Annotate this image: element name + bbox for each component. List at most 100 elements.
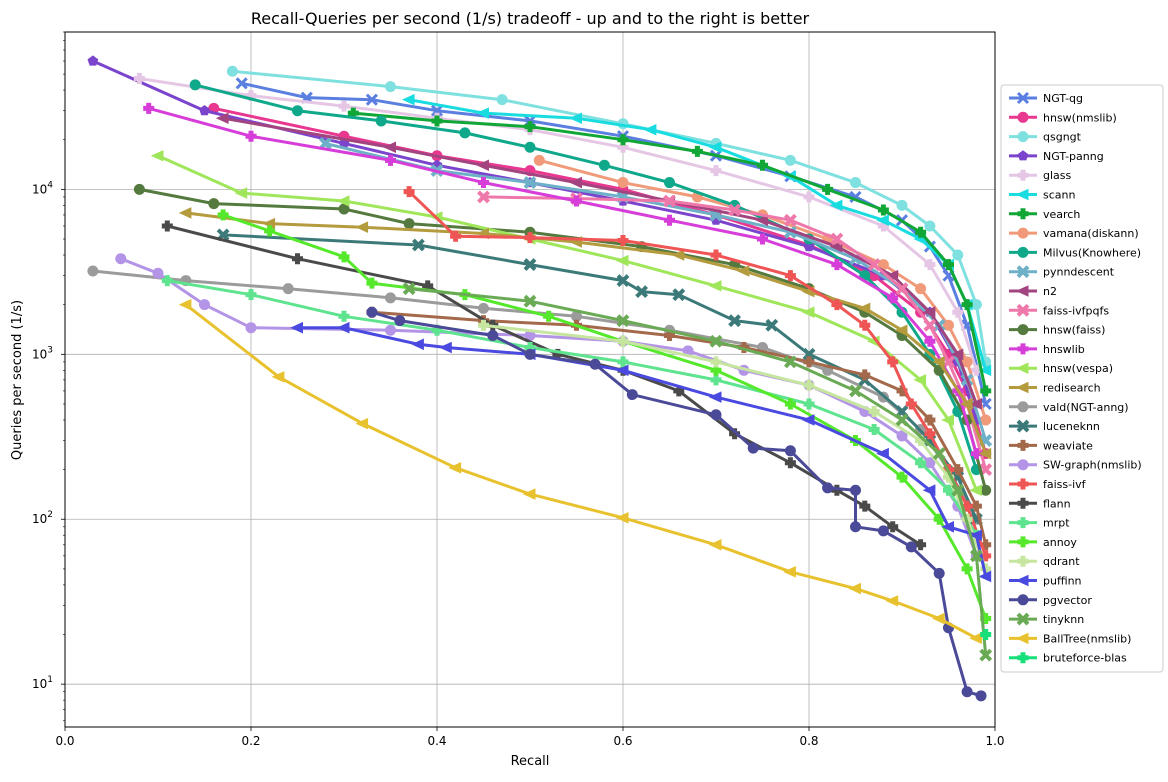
data-point [915,539,927,551]
legend-entry: annoy [1009,536,1077,549]
legend-label: BallTree(nmslib) [1043,632,1131,645]
legend-entry: redisearch [1009,382,1101,395]
series-balltree-nmslib- [178,298,982,644]
data-point [924,259,936,271]
x-axis-ticks: 0.0 0.2 0.4 0.6 0.8 1.0 [55,727,1005,748]
data-point [829,199,843,212]
data-point [524,141,536,153]
legend-entry: hnsw(vespa) [1009,362,1113,375]
series-qsgngt [226,65,992,368]
data-point [1015,574,1029,587]
data-point [803,379,815,391]
data-point [1017,536,1029,548]
series-tinyknn [402,282,993,662]
data-point [478,302,489,314]
data-point [87,265,99,277]
data-point [366,306,378,318]
data-point [922,484,936,496]
legend-label: mrpt [1043,517,1070,530]
data-point [1017,169,1029,181]
legend-label: Milvus(Knowhere) [1043,246,1141,259]
legend-entry: vald(NGT-anng) [1009,401,1129,414]
series-line [353,111,988,392]
x-tick-label: 0.6 [613,734,632,748]
legend-label: scann [1043,189,1075,202]
data-point [150,149,164,162]
data-point [876,447,889,460]
series-line [483,195,988,471]
data-point [969,632,982,644]
data-point [403,186,415,198]
data-point [411,238,425,252]
x-tick-label: 0.2 [241,734,260,748]
legend-entry: SW-graph(nmslib) [1009,459,1142,472]
legend-label: pynndescent [1043,266,1115,279]
data-point [617,335,629,347]
data-point [375,115,387,127]
data-point [1017,111,1029,123]
data-point [922,306,936,318]
data-point [895,413,909,427]
data-point [708,539,722,551]
data-point [290,321,303,334]
data-point [708,280,722,292]
data-point [783,355,797,369]
data-point [401,93,415,106]
y-tick-label: 103 [32,345,53,361]
legend-entry: weaviate [1009,439,1093,452]
series-line [371,310,982,698]
data-point [894,324,908,336]
data-point [1017,150,1029,161]
data-point [245,322,257,334]
data-point [523,258,537,271]
data-point [152,267,164,279]
legend-label: luceneknn [1043,420,1100,433]
series-pynndescent [318,136,993,447]
data-point [978,570,992,583]
data-point [980,414,992,426]
data-point [710,364,722,376]
data-point [969,398,982,410]
data-point [915,283,927,295]
data-point [831,259,843,271]
legend-entry: hnsw(nmslib) [1009,111,1117,124]
data-point [961,563,973,575]
data-point [476,107,489,119]
data-point [1016,419,1030,433]
y-tick-base: 10 [32,677,47,691]
data-point [710,356,722,368]
data-point [822,183,834,195]
legend-label: hnswlib [1043,343,1085,356]
legend-entry: mrpt [1009,517,1070,530]
data-point [439,341,452,354]
data-point [178,298,192,311]
data-point [932,447,946,461]
series-sw-graph-nmslib- [115,253,982,562]
data-point [643,123,657,136]
data-point [571,195,582,207]
series-line [167,279,978,536]
data-point [385,292,396,304]
legend-entry: NGT-panng [1009,150,1104,163]
series-line [408,190,988,557]
data-point [970,364,982,376]
data-point [931,356,945,368]
legend-entry: Milvus(Knowhere) [1009,246,1141,259]
data-point [831,299,843,311]
series-line [408,287,988,656]
data-point [924,428,936,440]
data-point [784,154,796,166]
data-point [264,225,276,237]
data-point [338,251,350,263]
data-point [199,299,210,311]
legend-entry: scann [1009,189,1075,202]
data-point [924,220,936,232]
data-point [850,521,861,533]
data-point [691,145,703,157]
data-point [217,209,229,221]
legend-entry: pgvector [1009,594,1092,607]
data-point [411,338,424,351]
series-line [222,213,988,620]
legend-label: faiss-ivf [1043,478,1087,491]
